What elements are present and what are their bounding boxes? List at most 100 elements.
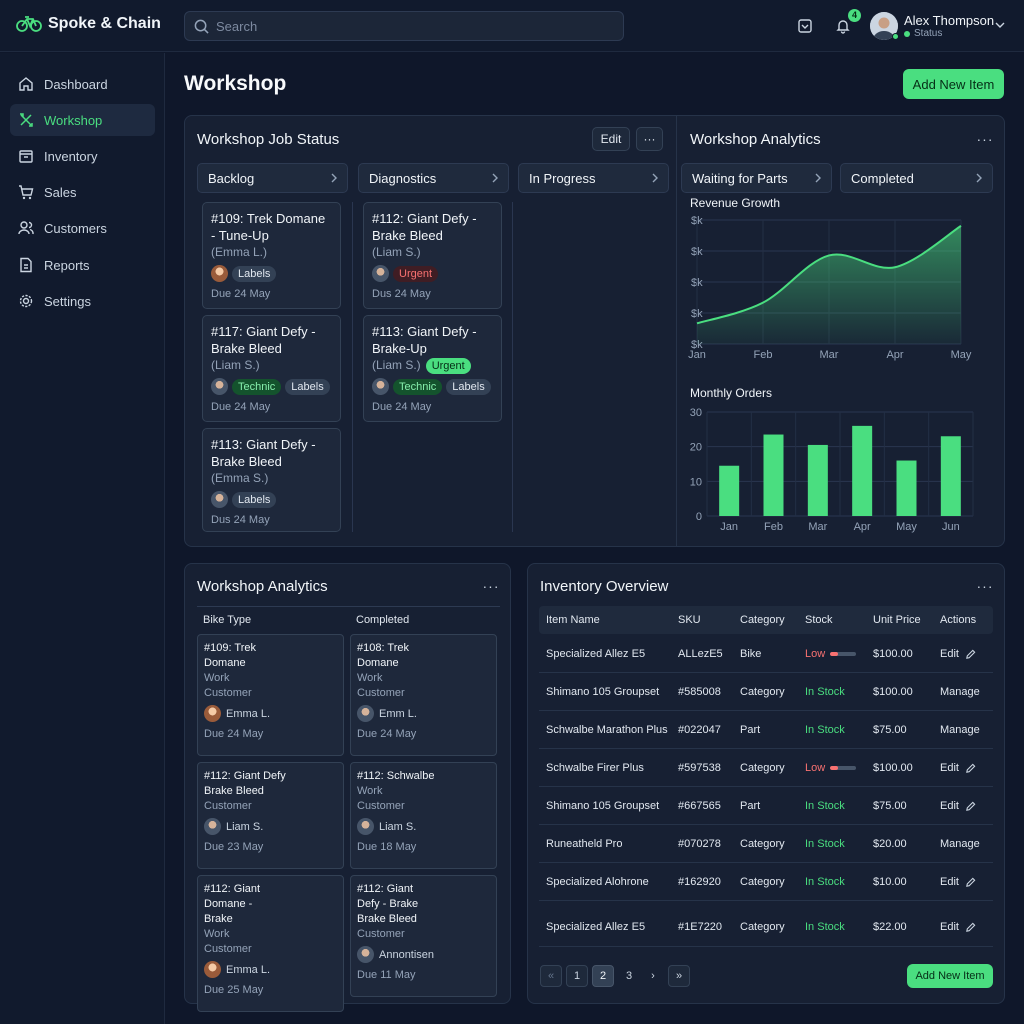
job-card[interactable]: #109: Trek Domane - Tune-Up (Emma L.) La… [202, 202, 341, 309]
workshop-job-card[interactable]: #108: Trek Domane Work Customer Emm L. Due 24… [350, 634, 497, 756]
workshop-analytics-more-button[interactable]: ··· [481, 578, 501, 594]
row-action-button[interactable]: Manage [940, 686, 980, 698]
search-box[interactable] [184, 11, 624, 41]
sidebar-item-settings[interactable]: Settings [10, 285, 155, 317]
column-in-progress[interactable]: In Progress [518, 163, 669, 193]
column-label: Completed [851, 170, 914, 186]
row-action-button[interactable]: Edit [940, 762, 976, 774]
bar-apr [852, 425, 873, 516]
pencil-icon [966, 649, 976, 659]
x-tick-label: Apr [886, 349, 903, 361]
chevron-right-icon [976, 173, 982, 183]
job-card-title: #108: Trek [357, 642, 409, 654]
sidebar-item-sales[interactable]: Sales [10, 176, 155, 208]
customer-name: Emm L. [379, 707, 417, 720]
x-tick-label: Mar [820, 349, 839, 361]
inventory-panel: Inventory Overview ··· Item Name SKU Cat… [527, 563, 1005, 1004]
sidebar-item-customers[interactable]: Customers [10, 212, 155, 244]
item-stock: In Stock [805, 800, 845, 812]
header-unit-price[interactable]: Unit Price [873, 614, 921, 626]
sidebar-item-inventory[interactable]: Inventory [10, 140, 155, 172]
row-action-button[interactable]: Edit [940, 921, 976, 933]
row-action-button[interactable]: Edit [940, 800, 976, 812]
table-row[interactable]: Shimano 105 Groupset #667565 Part In Stock $… [539, 787, 993, 825]
edit-board-button[interactable]: Edit [592, 127, 630, 151]
revenue-chart-title: Revenue Growth [690, 196, 781, 210]
header-actions: Actions [940, 614, 977, 626]
gear-icon [19, 294, 33, 308]
tag-labels: Labels [232, 491, 277, 508]
analytics-more-button[interactable]: ··· [975, 131, 995, 147]
job-card-due: Dus 24 May [372, 288, 431, 300]
column-diagnostics[interactable]: Diagnostics [358, 163, 509, 193]
table-row[interactable]: Specialized Allez E5 ALLezE5 Bike Low $100.0… [539, 635, 993, 673]
more-dots-icon: ··· [643, 132, 656, 146]
item-stock: In Stock [805, 724, 845, 736]
sidebar-item-workshop[interactable]: Workshop [10, 104, 155, 136]
column-waiting-for-parts[interactable]: Waiting for Parts [681, 163, 832, 193]
search-icon [194, 19, 209, 34]
orders-chart-title: Monthly Orders [690, 386, 773, 400]
app-logo[interactable]: Spoke & Chain [16, 15, 161, 33]
next-page-button[interactable]: › [642, 965, 664, 987]
column-completed[interactable]: Completed [840, 163, 993, 193]
avatar [372, 378, 389, 395]
x-tick-label: Jun [942, 521, 960, 533]
workshop-job-card[interactable]: #112: Giant Defy - Brake Brake Bleed Custom… [350, 875, 497, 997]
workshop-job-card[interactable]: #112: Giant Defy Brake Bleed Customer Liam … [197, 762, 344, 869]
workshop-job-card[interactable]: #109: Trek Domane Work Customer Emma L. Due 2… [197, 634, 344, 756]
page-button-3[interactable]: 3 [625, 970, 633, 982]
add-new-item-button[interactable]: Add New Item [903, 69, 1004, 99]
table-row[interactable]: Specialized Allez E5 #1E7220 Category In St… [539, 905, 993, 947]
column-backlog[interactable]: Backlog [197, 163, 348, 193]
job-card[interactable]: #113: Giant Defy - Brake Bleed (Emma S.)… [202, 428, 341, 532]
header-stock[interactable]: Stock [805, 614, 833, 626]
page-button-1[interactable]: 1 [566, 965, 588, 987]
notifications-button[interactable]: 4 [832, 9, 861, 37]
inbox-button[interactable] [794, 15, 816, 37]
header-item-name[interactable]: Item Name [546, 614, 600, 626]
analytics-title: Workshop Analytics [690, 131, 821, 148]
table-row[interactable]: Schwalbe Firer Plus #597538 Category Low $10… [539, 749, 993, 787]
header-sku[interactable]: SKU [678, 614, 701, 626]
workshop-job-card[interactable]: #112: Giant Domane - Brake Work Customer Emma… [197, 875, 344, 1012]
row-action-button[interactable]: Manage [940, 838, 980, 850]
job-card[interactable]: #113: Giant Defy - Brake-Up (Liam S.) Urg… [363, 315, 502, 422]
sidebar-item-reports[interactable]: Reports [10, 249, 155, 281]
last-page-button[interactable]: » [668, 965, 690, 987]
job-card[interactable]: #112: Giant Defy - Brake Bleed (Liam S.)… [363, 202, 502, 309]
workshop-job-card[interactable]: #112: Schwalbe Work Customer Liam S. Due 18 … [350, 762, 497, 869]
table-row[interactable]: Runeatheld Pro #070278 Category In Stock $20… [539, 825, 993, 863]
table-row[interactable]: Schwalbe Marathon Plus #022047 Part In Stoc… [539, 711, 993, 749]
table-row[interactable]: Specialized Alohrone #162920 Category In St… [539, 863, 993, 901]
panel-divider [676, 116, 677, 546]
item-sku: #070278 [678, 838, 721, 850]
first-page-button[interactable]: « [540, 965, 562, 987]
job-card-meta: Customer [204, 943, 252, 955]
board-more-button[interactable]: ··· [636, 127, 663, 151]
job-card-due: Dus 24 May [211, 514, 270, 526]
more-dots-icon: ··· [976, 131, 994, 147]
inventory-add-new-item-button[interactable]: Add New Item [907, 964, 993, 988]
user-menu[interactable]: Alex Thompson Status [870, 11, 1010, 41]
row-action-label: Manage [940, 838, 980, 850]
table-row[interactable]: Shimano 105 Groupset #585008 Category In St… [539, 673, 993, 711]
tag-technic: Technic [232, 378, 282, 395]
item-sku: #585008 [678, 686, 721, 698]
search-input[interactable] [216, 18, 596, 34]
job-card-customer: (Emma S.) [211, 471, 269, 485]
avatar [211, 491, 228, 508]
page-button-2[interactable]: 2 [592, 965, 614, 987]
job-card-meta: Customer [357, 687, 405, 699]
row-action-button[interactable]: Edit [940, 648, 976, 660]
job-card[interactable]: #117: Giant Defy - Brake Bleed (Liam S.)… [202, 315, 341, 422]
y-tick-label: 10 [690, 476, 702, 488]
inventory-more-button[interactable]: ··· [975, 578, 995, 594]
sidebar-item-label: Dashboard [44, 76, 108, 92]
sidebar-item-dashboard[interactable]: Dashboard [10, 68, 155, 100]
row-action-button[interactable]: Edit [940, 876, 976, 888]
job-card-title: Domane [357, 657, 399, 669]
item-name: Shimano 105 Groupset [546, 686, 660, 698]
header-category[interactable]: Category [740, 614, 785, 626]
row-action-button[interactable]: Manage [940, 724, 980, 736]
